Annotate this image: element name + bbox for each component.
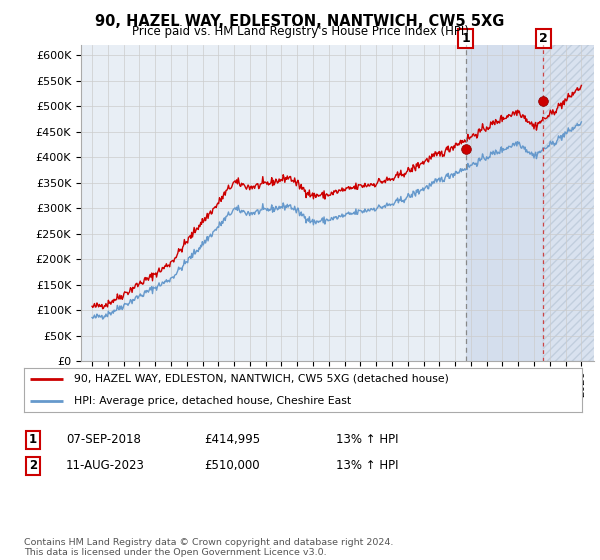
- Bar: [466, 45, 544, 361]
- Text: HPI: Average price, detached house, Cheshire East: HPI: Average price, detached house, Ches…: [74, 396, 352, 405]
- Bar: [544, 45, 597, 361]
- Text: Contains HM Land Registry data © Crown copyright and database right 2024.
This d: Contains HM Land Registry data © Crown c…: [24, 538, 394, 557]
- Text: 90, HAZEL WAY, EDLESTON, NANTWICH, CW5 5XG: 90, HAZEL WAY, EDLESTON, NANTWICH, CW5 5…: [95, 14, 505, 29]
- Text: £414,995: £414,995: [204, 433, 260, 446]
- Text: £510,000: £510,000: [204, 459, 260, 473]
- Text: Price paid vs. HM Land Registry's House Price Index (HPI): Price paid vs. HM Land Registry's House …: [131, 25, 469, 38]
- Text: 07-SEP-2018: 07-SEP-2018: [66, 433, 141, 446]
- Text: 90, HAZEL WAY, EDLESTON, NANTWICH, CW5 5XG (detached house): 90, HAZEL WAY, EDLESTON, NANTWICH, CW5 5…: [74, 374, 449, 384]
- Text: 1: 1: [29, 433, 37, 446]
- Text: 13% ↑ HPI: 13% ↑ HPI: [336, 459, 398, 473]
- Text: 1: 1: [461, 32, 470, 45]
- Text: 2: 2: [539, 32, 548, 45]
- Text: 13% ↑ HPI: 13% ↑ HPI: [336, 433, 398, 446]
- Text: 2: 2: [29, 459, 37, 473]
- Text: 11-AUG-2023: 11-AUG-2023: [66, 459, 145, 473]
